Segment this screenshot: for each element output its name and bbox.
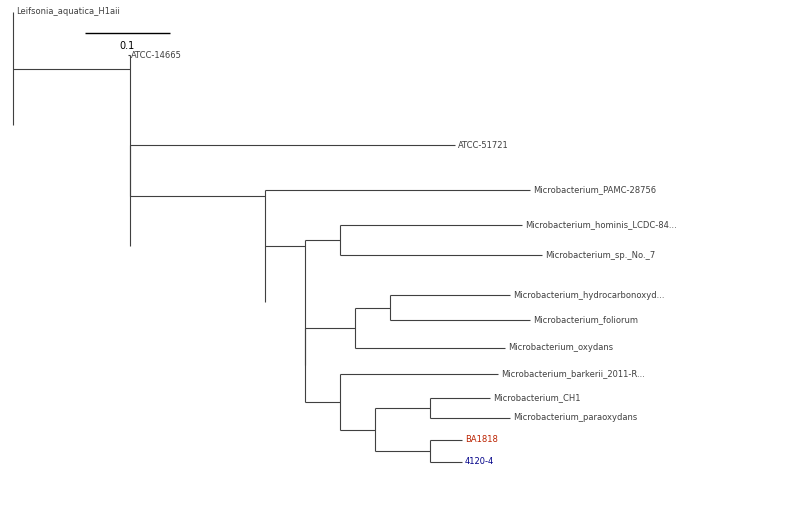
Text: ATCC-51721: ATCC-51721: [458, 141, 508, 150]
Text: BA1818: BA1818: [465, 436, 498, 445]
Text: Microbacterium_hydrocarbonoxyd...: Microbacterium_hydrocarbonoxyd...: [513, 290, 664, 300]
Text: Microbacterium_foliorum: Microbacterium_foliorum: [533, 315, 638, 324]
Text: 4120-4: 4120-4: [465, 458, 494, 467]
Text: 0.1: 0.1: [120, 41, 135, 51]
Text: ATCC-14665: ATCC-14665: [131, 51, 182, 60]
Text: Microbacterium_oxydans: Microbacterium_oxydans: [508, 344, 613, 353]
Text: Microbacterium_barkerii_2011-R...: Microbacterium_barkerii_2011-R...: [501, 370, 645, 379]
Text: Microbacterium_paraoxydans: Microbacterium_paraoxydans: [513, 414, 637, 423]
Text: Microbacterium_hominis_LCDC-84...: Microbacterium_hominis_LCDC-84...: [525, 221, 677, 230]
Text: Microbacterium_sp._No._7: Microbacterium_sp._No._7: [545, 251, 656, 259]
Text: Leifsonia_aquatica_H1aii: Leifsonia_aquatica_H1aii: [16, 7, 120, 17]
Text: Microbacterium_CH1: Microbacterium_CH1: [493, 393, 581, 403]
Text: Microbacterium_PAMC-28756: Microbacterium_PAMC-28756: [533, 186, 656, 195]
